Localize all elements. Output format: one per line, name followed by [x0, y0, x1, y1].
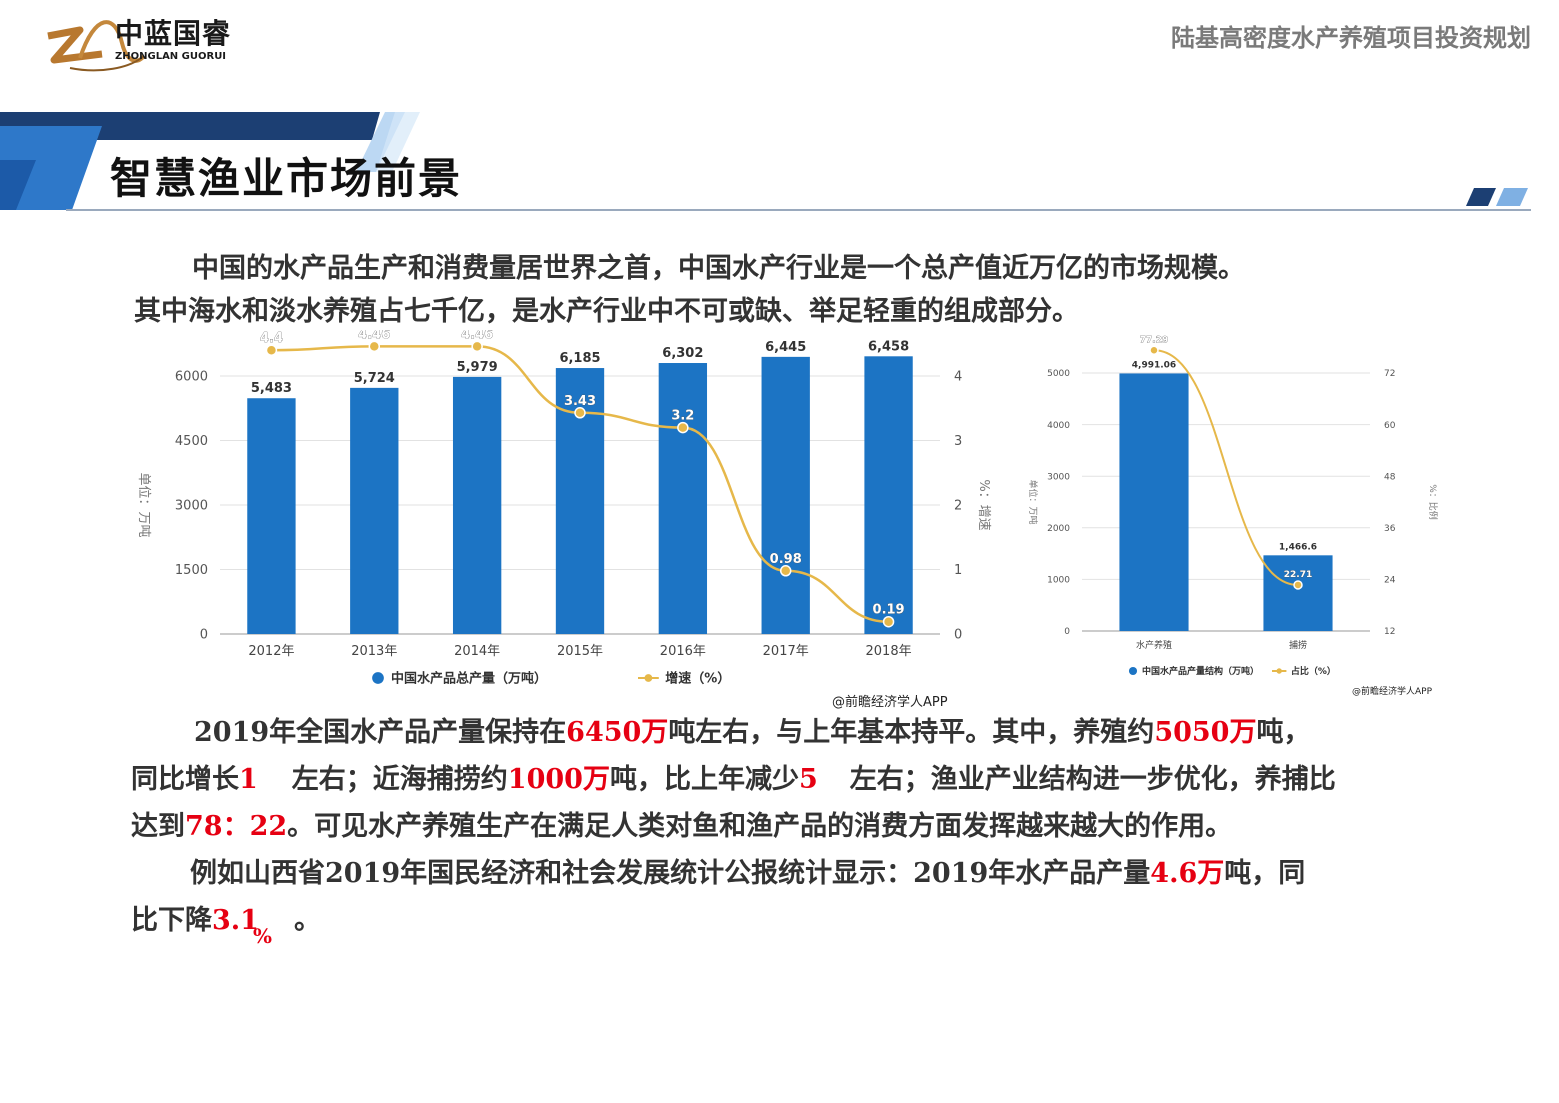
x-tick-label: 2015年: [557, 644, 603, 659]
y-tick-label: 1000: [1047, 576, 1070, 586]
y2-tick-label: 12: [1384, 627, 1395, 637]
y2-axis-title: %：增速: [976, 479, 991, 530]
y-tick-label: 3000: [1047, 472, 1070, 482]
bar: [658, 363, 708, 634]
body-line-3: 达到78：22。可见水产养殖生产在满足人类对鱼和渔产品的消费方面发挥越来越大的作…: [131, 811, 1233, 842]
legend-line-label: 增速（%）: [665, 671, 730, 687]
line-value-label: 0.98: [770, 552, 802, 567]
y2-tick-label: 36: [1384, 524, 1396, 534]
bar: [247, 398, 296, 634]
bar-value-label: 1,466.6: [1279, 542, 1317, 552]
x-tick-label: 2013年: [351, 644, 397, 659]
bar: [1263, 555, 1333, 631]
line-value-label: 4.4: [260, 331, 283, 346]
body-line-5: 比下降3.1%。: [131, 905, 321, 948]
bar-value-label: 6,445: [765, 340, 806, 355]
y-axis-title: 单位：万吨: [1027, 479, 1039, 524]
y-tick-label: 4500: [175, 434, 208, 449]
bar: [350, 387, 399, 634]
line-value-label: 3.43: [564, 394, 596, 409]
section-title: 智慧渔业市场前景: [110, 154, 463, 203]
source-label: @前瞻经济学人APP: [1352, 685, 1433, 697]
line-value-label: 0.19: [873, 603, 905, 618]
y2-tick-label: 60: [1384, 421, 1396, 431]
bar: [864, 356, 913, 634]
y-tick-label: 6000: [175, 370, 208, 385]
chart-output-structure: 0 1000 2000 3000 4000 5000 12 24 36 48 60 72 单位：万吨 %：…: [1027, 335, 1439, 697]
x-tick-label: 捕捞: [1289, 639, 1307, 651]
y2-tick-label: 0: [954, 628, 962, 643]
body-line-2: 同比增长1 左右；近海捕捞约1000万吨，比上年减少5 左右；渔业产业结构进一步优化…: [131, 764, 1336, 795]
bar-value-label: 4,991.06: [1132, 360, 1176, 370]
y-tick-label: 1500: [175, 563, 208, 578]
line-point: [471, 340, 483, 353]
x-tick-label: 水产养殖: [1136, 639, 1172, 651]
y2-tick-label: 48: [1384, 472, 1396, 482]
chart-total-output: 0 1500 3000 4500 6000 0 1 2 3 4 单位：万吨 %：增速 5,483 2012…: [136, 330, 991, 710]
x-tick-label: 2018年: [866, 644, 912, 659]
bar: [452, 376, 502, 634]
line-value-label: 22.71: [1284, 570, 1312, 580]
line-point: [265, 344, 278, 356]
bar-value-label: 6,458: [868, 339, 909, 354]
section-header-band: [0, 112, 420, 210]
line-point: [882, 615, 895, 628]
y2-tick-label: 72: [1384, 369, 1395, 379]
y2-axis-title: %：比例: [1427, 484, 1439, 520]
legend-bar-marker: [372, 672, 384, 684]
y-tick-label: 3000: [175, 499, 208, 514]
x-tick-label: 2016年: [660, 644, 706, 659]
y-tick-label: 4000: [1047, 421, 1070, 431]
company-logo-mark: [47, 20, 146, 72]
y-tick-label: 5000: [1047, 369, 1070, 379]
logo-english-name: ZHONGLAN GUORUI: [115, 51, 227, 62]
line-value-label: 4.46: [461, 330, 493, 342]
bar-value-label: 5,724: [354, 371, 395, 386]
series-line: [1153, 349, 1299, 586]
bar-value-label: 6,302: [662, 346, 703, 361]
y2-tick-label: 2: [954, 499, 962, 514]
y2-tick-label: 24: [1384, 576, 1396, 586]
y-tick-label: 2000: [1047, 524, 1070, 534]
legend-bar-marker: [1128, 666, 1138, 676]
x-tick-label: 2012年: [248, 644, 294, 659]
line-point: [1149, 345, 1159, 356]
bar: [761, 356, 810, 634]
line-point: [574, 407, 586, 419]
bar: [1119, 373, 1189, 631]
x-tick-label: 2017年: [763, 644, 809, 659]
y-axis-title: 单位：万吨: [136, 472, 151, 537]
line-value-label: 3.2: [671, 409, 694, 424]
corner-decoration: [1466, 188, 1528, 206]
y2-tick-label: 3: [954, 434, 962, 449]
intro-line-1: 中国的水产品生产和消费量居世界之首，中国水产行业是一个总产值近万亿的市场规模。: [192, 253, 1245, 284]
legend-bar-label: 中国水产品产量结构（万吨）: [1142, 665, 1259, 677]
y2-tick-label: 1: [954, 563, 962, 578]
body-line-4: 例如山西省2019年国民经济和社会发展统计公报统计显示：2019年水产品产量4.…: [190, 858, 1306, 889]
title-divider: [66, 209, 1531, 211]
bar-value-label: 5,979: [457, 360, 498, 375]
body-line-1: 2019年全国水产品产量保持在6450万吨左右，与上年基本持平。其中，养殖约50…: [194, 717, 1311, 748]
legend-line-label: 占比（%）: [1291, 665, 1336, 677]
y2-tick-label: 4: [954, 370, 962, 385]
source-label: @前瞻经济学人APP: [832, 694, 948, 710]
bar-value-label: 6,185: [559, 351, 600, 366]
bar-value-label: 5,483: [251, 381, 292, 396]
legend-line-dot: [1276, 668, 1282, 674]
line-point: [779, 565, 792, 577]
x-tick-label: 2014年: [454, 644, 500, 659]
y-tick-label: 0: [200, 628, 208, 643]
legend-bar-label: 中国水产品总产量（万吨）: [391, 671, 547, 687]
y-tick-label: 0: [1064, 627, 1070, 637]
line-point: [677, 421, 689, 434]
logo-chinese-name: 中蓝国睿: [115, 17, 232, 50]
document-title: 陆基高密度水产养殖项目投资规划: [1171, 24, 1531, 52]
line-value-label: 4.46: [358, 330, 390, 342]
line-point: [368, 340, 381, 353]
line-point: [1293, 580, 1303, 590]
line-value-label: 77.29: [1140, 335, 1168, 345]
intro-line-2: 其中海水和淡水养殖占七千亿，是水产行业中不可或缺、举足轻重的组成部分。: [134, 296, 1079, 327]
legend-line-dot: [644, 674, 653, 682]
